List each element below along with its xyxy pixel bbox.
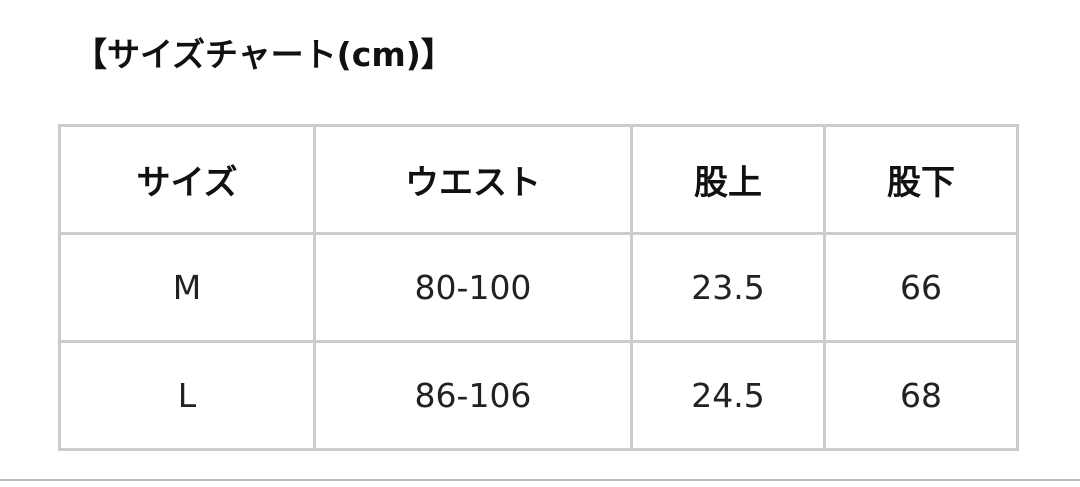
table-row: M 80-100 23.5 66 (58, 232, 1019, 343)
header-inseam: 股下 (823, 124, 1019, 235)
cell-rise: 24.5 (630, 340, 826, 451)
cell-size: M (58, 232, 316, 343)
cell-rise: 23.5 (630, 232, 826, 343)
size-chart-title: 【サイズチャート(cm)】 (74, 35, 454, 74)
table-row: L 86-106 24.5 68 (58, 340, 1019, 451)
cell-inseam: 68 (823, 340, 1019, 451)
cell-inseam: 66 (823, 232, 1019, 343)
header-rise: 股上 (630, 124, 826, 235)
header-size: サイズ (58, 124, 316, 235)
header-waist: ウエスト (313, 124, 633, 235)
cell-waist: 80-100 (313, 232, 633, 343)
divider (0, 479, 1080, 481)
cell-size: L (58, 340, 316, 451)
table-header-row: サイズ ウエスト 股上 股下 (58, 124, 1019, 235)
cell-waist: 86-106 (313, 340, 633, 451)
size-chart-table: サイズ ウエスト 股上 股下 M 80-100 23.5 66 L 86-106… (58, 124, 1019, 451)
